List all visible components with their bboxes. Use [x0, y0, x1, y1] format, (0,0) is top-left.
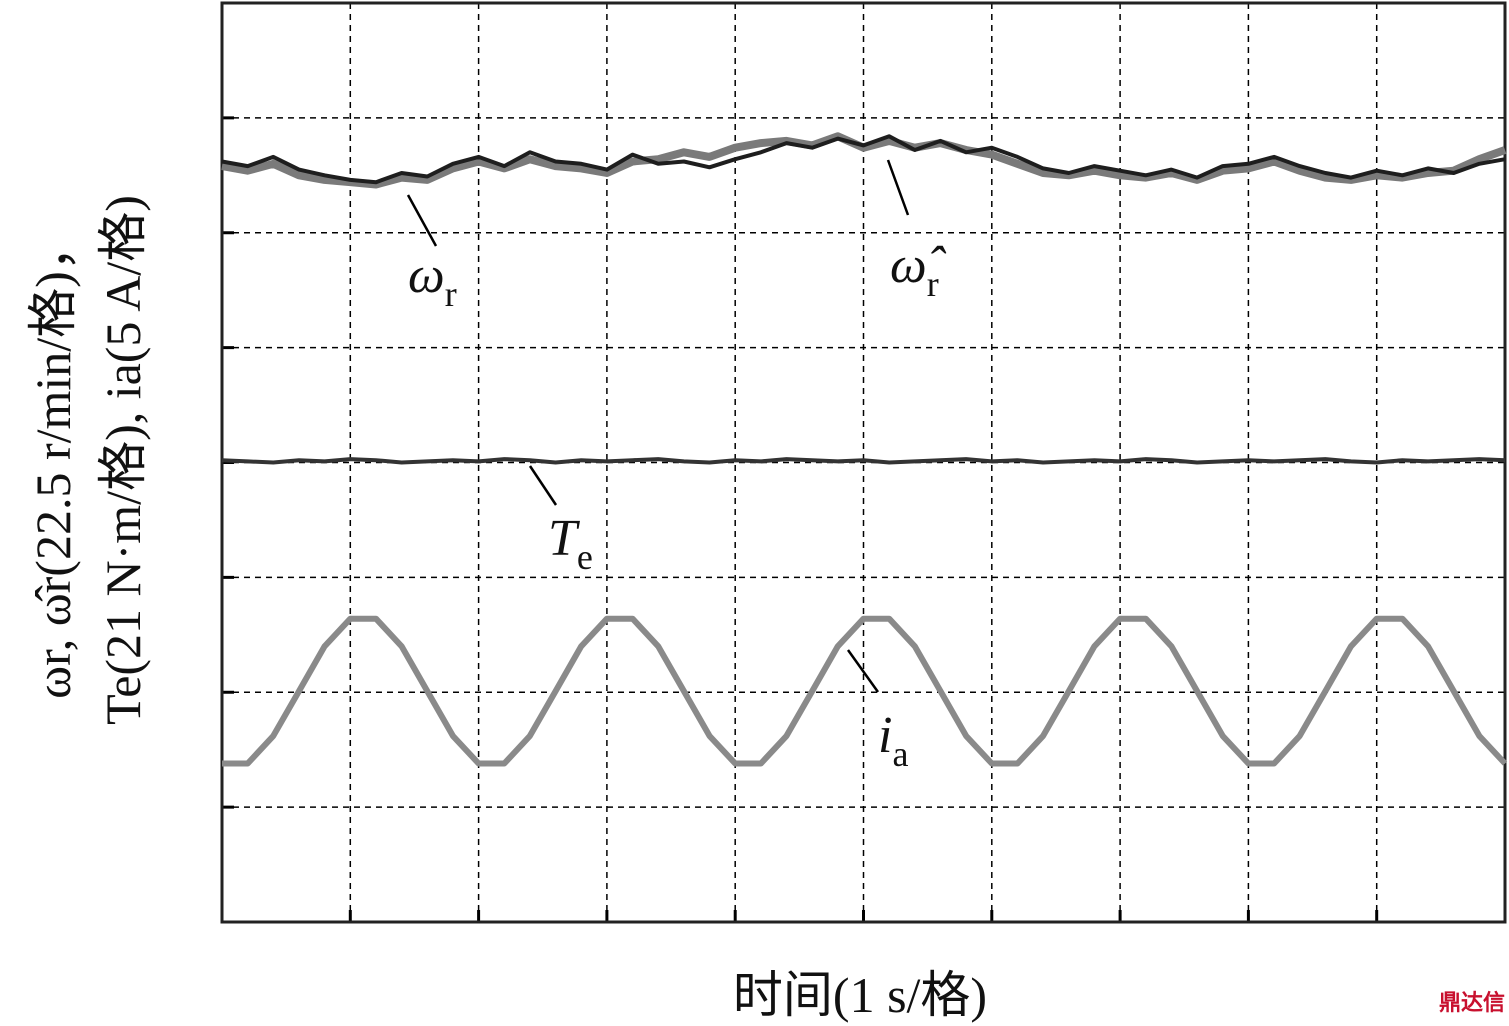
series-subscript: r [927, 264, 939, 304]
series-line [222, 615, 1508, 767]
series-subscript: r [445, 274, 457, 314]
series-line [221, 457, 1506, 465]
series-name: i [878, 707, 892, 764]
x-axis-label: 时间(1 s/格) [733, 967, 987, 1023]
series-subscript: e [577, 537, 593, 577]
y-axis-label: Te(21 N·m/格), ia(5 A/格) [95, 195, 151, 725]
leader-line [846, 649, 880, 693]
series-line [221, 134, 1506, 185]
series-label: ia [878, 707, 908, 774]
plot-frame [220, 1, 1507, 924]
series-subscript: a [892, 734, 908, 774]
leader-line [886, 159, 910, 216]
y-axis-label: ωr, ω̂r(22.5 r/min/格)， [25, 221, 81, 699]
series-line [221, 132, 1507, 189]
series-label: ω̂r [890, 237, 947, 304]
series-name: T [548, 510, 580, 567]
series-label: ωr [408, 247, 457, 314]
series-label: Te [548, 510, 593, 577]
leader-line [528, 465, 558, 506]
series-name: ω [408, 247, 445, 304]
leader-line [406, 194, 438, 247]
watermark: 鼎达信 [1439, 990, 1505, 1016]
